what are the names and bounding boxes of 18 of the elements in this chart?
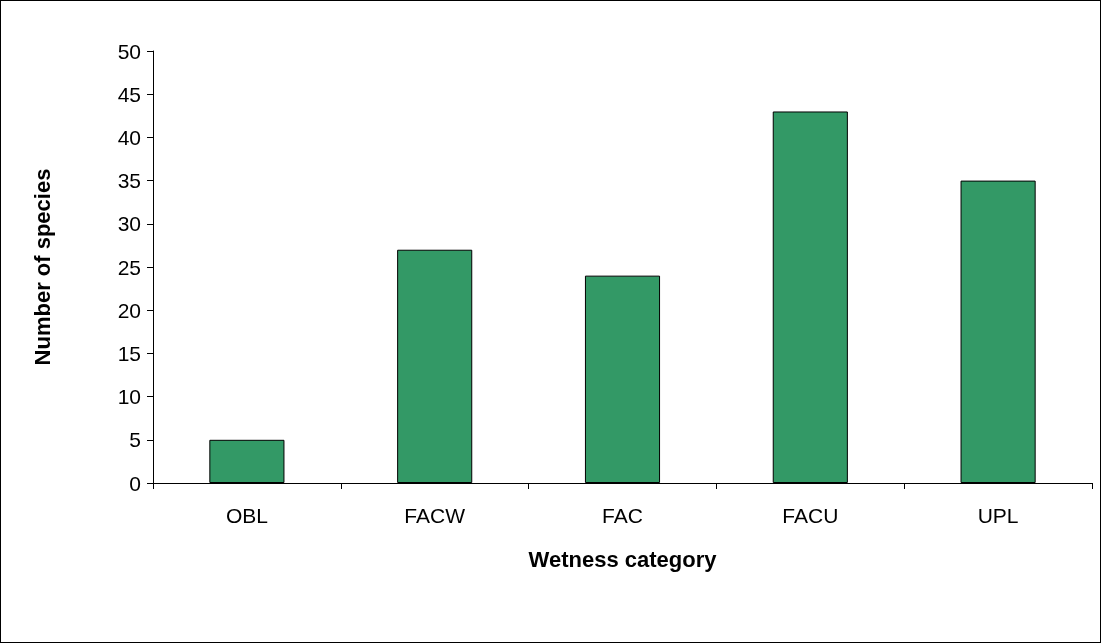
x-axis-title: Wetness category <box>528 546 718 572</box>
x-tick-label: FACU <box>782 504 839 527</box>
x-tick-label: OBL <box>225 504 268 527</box>
y-axis-title: Number of species <box>29 168 55 366</box>
x-tick-label: UPL <box>977 504 1019 527</box>
y-tick-label: 30 <box>117 212 141 236</box>
y-tick-label: 45 <box>117 82 141 106</box>
x-tick-label: FAC <box>602 504 643 527</box>
y-tick-label: 50 <box>117 39 141 63</box>
y-tick-label: 10 <box>117 385 141 409</box>
y-tick-label: 20 <box>117 298 141 322</box>
y-tick-label: 5 <box>129 428 141 452</box>
y-tick-label: 0 <box>129 471 141 495</box>
x-tick-label: FACW <box>404 504 466 527</box>
y-tick-label: 25 <box>117 255 141 279</box>
y-tick-label: 15 <box>117 341 141 365</box>
y-tick-label: 40 <box>117 125 141 149</box>
y-tick-label: 35 <box>117 169 141 193</box>
